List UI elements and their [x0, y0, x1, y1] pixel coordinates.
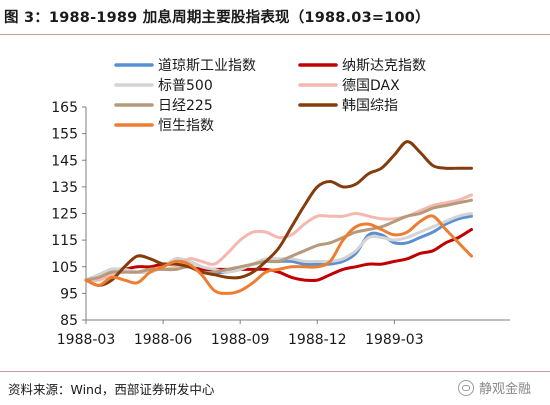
wechat-icon — [458, 379, 474, 396]
series-line-5 — [84, 198, 473, 282]
y-tick-label: 115 — [51, 233, 78, 249]
y-tick-label: 155 — [51, 127, 78, 143]
watermark: 静观金融 — [458, 378, 531, 397]
series-line-2 — [84, 228, 473, 283]
axes-layer: 85 95 105 115 125 135 145 155 165 1988-03 1988-06 1… — [51, 100, 510, 348]
legend-label-6: 韩国综指 — [342, 98, 398, 114]
line-chart: 85 95 105 115 125 135 145 155 165 1988-03 1988-06 1… — [51, 58, 510, 348]
y-tick-label: 125 — [51, 207, 78, 223]
series-line-7 — [84, 214, 473, 295]
y-tick-label: 95 — [60, 286, 78, 302]
legend-label-3: 标普500 — [158, 78, 213, 94]
title-divider — [0, 34, 550, 35]
watermark-text: 静观金融 — [479, 382, 532, 397]
legend-label-7: 恒生指数 — [158, 118, 214, 134]
y-tick-label: 145 — [51, 153, 78, 169]
legend-label-5: 日经225 — [158, 98, 213, 114]
legend-label-2: 纳斯达克指数 — [342, 58, 426, 74]
series-layer — [84, 140, 473, 295]
legend-label-4: 德国DAX — [342, 78, 400, 94]
footer-divider — [0, 371, 550, 372]
series-line-6 — [84, 140, 473, 287]
x-tick-label: 1988-12 — [288, 332, 347, 348]
x-tick-label: 1988-03 — [57, 332, 116, 348]
x-tick-label: 1988-09 — [211, 332, 270, 348]
chart-title: 图 3：1988-1989 加息周期主要股指表现（1988.03=100） — [4, 10, 430, 26]
legend-label-1: 道琼斯工业指数 — [158, 58, 256, 74]
y-tick-label: 165 — [51, 100, 78, 116]
x-tick-label: 1989-03 — [365, 332, 424, 348]
y-tick-label: 135 — [51, 180, 78, 196]
x-tick-label: 1988-06 — [134, 332, 193, 348]
y-tick-label: 85 — [60, 313, 78, 329]
source-note: 资料来源：Wind，西部证券研发中心 — [8, 382, 215, 397]
y-tick-label: 105 — [51, 260, 78, 276]
